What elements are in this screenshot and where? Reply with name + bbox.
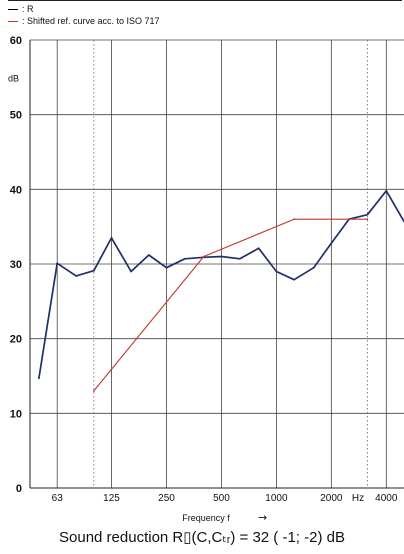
data-point-r-2000 <box>330 242 333 244</box>
data-point-r-800 <box>257 247 260 250</box>
y-tick-label-60: 60 <box>10 35 22 47</box>
data-point-r-63 <box>56 262 59 265</box>
data-point-ref-100 <box>92 390 95 392</box>
data-point-r-80 <box>75 275 78 277</box>
data-point-r-125 <box>110 236 113 239</box>
data-point-r-315 <box>183 257 186 260</box>
data-point-r-100 <box>92 269 95 272</box>
data-point-r-200 <box>147 254 150 256</box>
y-tick-label-50: 50 <box>10 110 22 122</box>
data-point-r-1600 <box>312 266 315 269</box>
legend-item-r: : R <box>8 3 160 15</box>
x-tick-label-63: 63 <box>52 493 64 504</box>
data-point-ref-1250 <box>293 218 295 221</box>
top-rule <box>8 0 402 1</box>
x-axis-arrow: → <box>258 511 267 524</box>
data-point-r-4000 <box>385 189 388 192</box>
data-point-r-630 <box>238 257 241 260</box>
data-point-r-50 <box>37 377 40 380</box>
legend-swatch-r <box>8 8 18 10</box>
legend: : R : Shifted ref. curve acc. to ISO 717 <box>8 3 160 27</box>
x-tick-label-125: 125 <box>103 493 120 504</box>
data-point-r-1000 <box>275 270 278 273</box>
legend-item-reference-curve: : Shifted ref. curve acc. to ISO 717 <box>8 15 160 27</box>
data-point-r-3150 <box>366 213 369 216</box>
x-tick-label-Hz: Hz <box>352 493 364 504</box>
legend-label-reference-curve: : Shifted ref. curve acc. to ISO 717 <box>22 16 160 26</box>
data-point-r-250 <box>165 266 168 269</box>
y-tick-label-30: 30 <box>10 259 22 271</box>
x-tick-label-250: 250 <box>158 493 175 504</box>
x-tick-label-2000: 2000 <box>320 493 343 504</box>
data-point-r-1250 <box>293 278 295 281</box>
data-point-r-160 <box>130 270 133 273</box>
x-tick-label-4000: 4000 <box>375 493 398 504</box>
data-point-ref-400 <box>202 255 205 258</box>
x-axis-label: Frequency f <box>182 513 230 523</box>
series-line-reference-curve <box>93 218 368 392</box>
y-tick-label-20: 20 <box>10 334 22 346</box>
y-tick-label-10: 10 <box>10 408 22 420</box>
legend-swatch-reference-curve <box>8 20 18 22</box>
y-tick-label-40: 40 <box>10 184 22 196</box>
x-tick-label-1000: 1000 <box>265 493 288 504</box>
legend-label-r: : R <box>22 4 34 14</box>
y-axis-label: dB <box>8 73 19 83</box>
data-point-ref-3150 <box>366 218 369 221</box>
y-tick-label-0: 0 <box>16 483 22 495</box>
data-point-r-500 <box>220 255 223 258</box>
sound-reduction-result: Sound reduction R▯(C,Cₜᵣ) = 32 ( -1; -2)… <box>59 529 345 546</box>
x-tick-label-500: 500 <box>213 493 230 504</box>
